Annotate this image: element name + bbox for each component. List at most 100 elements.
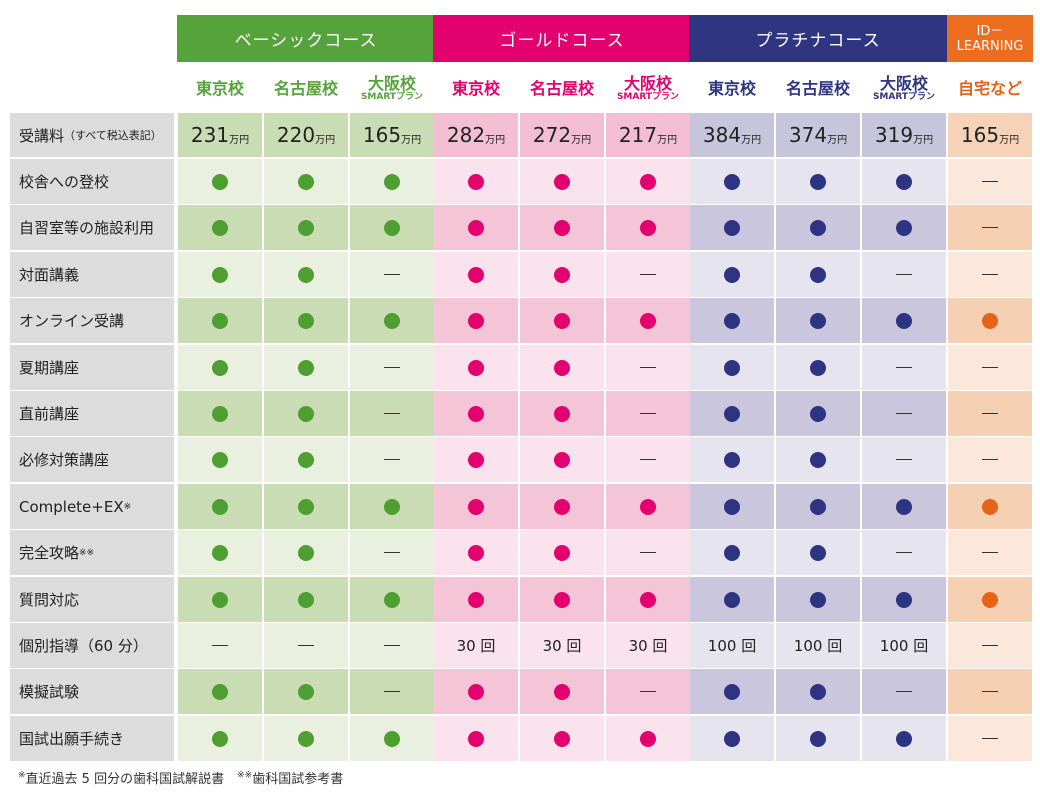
not-included-dash-icon [896, 274, 912, 275]
feature-cell [776, 391, 860, 436]
not-included-dash-icon [982, 691, 998, 692]
campus-header: 大阪校 SMARTプラン [350, 64, 434, 112]
price-value: 165 [960, 123, 1000, 147]
included-dot-icon [384, 498, 400, 515]
feature-cell [862, 716, 946, 761]
feature-cell [434, 484, 518, 529]
feature-cell [606, 159, 690, 204]
feature-cell [178, 391, 262, 436]
feature-cell [178, 205, 262, 250]
included-dot-icon [724, 544, 740, 561]
included-dot-icon [298, 498, 314, 515]
included-dot-icon [212, 359, 228, 376]
price-label-note: （すべて税込表記） [64, 129, 162, 142]
row-label-text: オンライン受講 [19, 312, 125, 330]
footnote-mark-1: ※ [18, 770, 26, 781]
not-included-dash-icon [982, 227, 998, 228]
feature-cell [350, 345, 434, 390]
feature-cell [520, 298, 604, 343]
feature-cell [520, 484, 604, 529]
feature-cell [434, 252, 518, 297]
footnote-mark-2: ※※ [237, 770, 253, 781]
included-dot-icon [554, 219, 570, 236]
feature-cell [434, 530, 518, 575]
feature-cell [178, 530, 262, 575]
included-dot-icon [724, 591, 740, 608]
feature-cell [690, 298, 774, 343]
campus-header: 大阪校 SMARTプラン [606, 64, 690, 112]
campus-name: 大阪校 [623, 73, 672, 93]
campus-name: 大阪校 [367, 73, 416, 93]
included-dot-icon [298, 405, 314, 422]
included-dot-icon [384, 591, 400, 608]
footnote: ※直近過去 5 回分の歯科国試解説書 ※※歯科国試参考書 [18, 768, 343, 787]
feature-cell [862, 577, 946, 622]
feature-cell [178, 159, 262, 204]
included-dot-icon [212, 591, 228, 608]
session-count: 30 回 [542, 637, 582, 655]
feature-cell [350, 391, 434, 436]
price-unit: 万円 [315, 134, 336, 146]
not-included-dash-icon [982, 645, 998, 646]
included-dot-icon [640, 173, 656, 190]
feature-cell [606, 345, 690, 390]
included-dot-icon [554, 544, 570, 561]
included-dot-icon [724, 173, 740, 190]
feature-cell [178, 623, 262, 668]
included-dot-icon [298, 591, 314, 608]
row-label-text: 質問対応 [19, 591, 80, 609]
included-dot-icon [468, 173, 484, 190]
included-dot-icon [212, 683, 228, 700]
row-label-text: 直前講座 [19, 405, 80, 423]
included-dot-icon [468, 359, 484, 376]
not-included-dash-icon [982, 738, 998, 739]
session-count: 100 回 [707, 637, 757, 655]
included-dot-icon [384, 219, 400, 236]
feature-cell [350, 298, 434, 343]
course-header-3: プラチナコース [689, 15, 947, 62]
included-dot-icon [298, 173, 314, 190]
feature-cell [606, 530, 690, 575]
included-dot-icon [810, 498, 826, 515]
included-dot-icon [896, 730, 912, 747]
included-dot-icon [554, 173, 570, 190]
row-label-text: 校舎への登校 [19, 173, 110, 191]
feature-cell [178, 716, 262, 761]
feature-cell [264, 437, 348, 482]
row-label: 質問対応 [10, 577, 174, 622]
price-value: 272 [532, 123, 572, 147]
feature-cell [264, 252, 348, 297]
not-included-dash-icon [896, 691, 912, 692]
included-dot-icon [896, 498, 912, 515]
included-dot-icon [468, 544, 484, 561]
feature-cell: 30 回 [434, 623, 518, 668]
feature-cell [606, 716, 690, 761]
feature-cell [948, 437, 1032, 482]
row-label: 模擬試験 [10, 669, 174, 714]
feature-cell [606, 484, 690, 529]
campus-header: 東京校 [690, 64, 774, 112]
session-count: 100 回 [793, 637, 843, 655]
price-unit: 万円 [657, 134, 678, 146]
not-included-dash-icon [896, 552, 912, 553]
included-dot-icon [896, 219, 912, 236]
included-dot-icon [724, 683, 740, 700]
feature-cell [434, 437, 518, 482]
feature-cell: 100 回 [862, 623, 946, 668]
feature-cell [690, 159, 774, 204]
not-included-dash-icon [384, 645, 400, 646]
feature-cell [948, 484, 1032, 529]
included-dot-icon [212, 173, 228, 190]
not-included-dash-icon [640, 459, 656, 460]
included-dot-icon [212, 730, 228, 747]
included-dot-icon [810, 173, 826, 190]
included-dot-icon [212, 498, 228, 515]
included-dot-icon [640, 730, 656, 747]
feature-cell [948, 345, 1032, 390]
included-dot-icon [810, 544, 826, 561]
row-label-mark: ※※ [79, 547, 95, 558]
included-dot-icon [896, 591, 912, 608]
feature-cell [690, 345, 774, 390]
price-value: 374 [788, 123, 828, 147]
campus-plan: SMARTプラン [360, 91, 424, 102]
